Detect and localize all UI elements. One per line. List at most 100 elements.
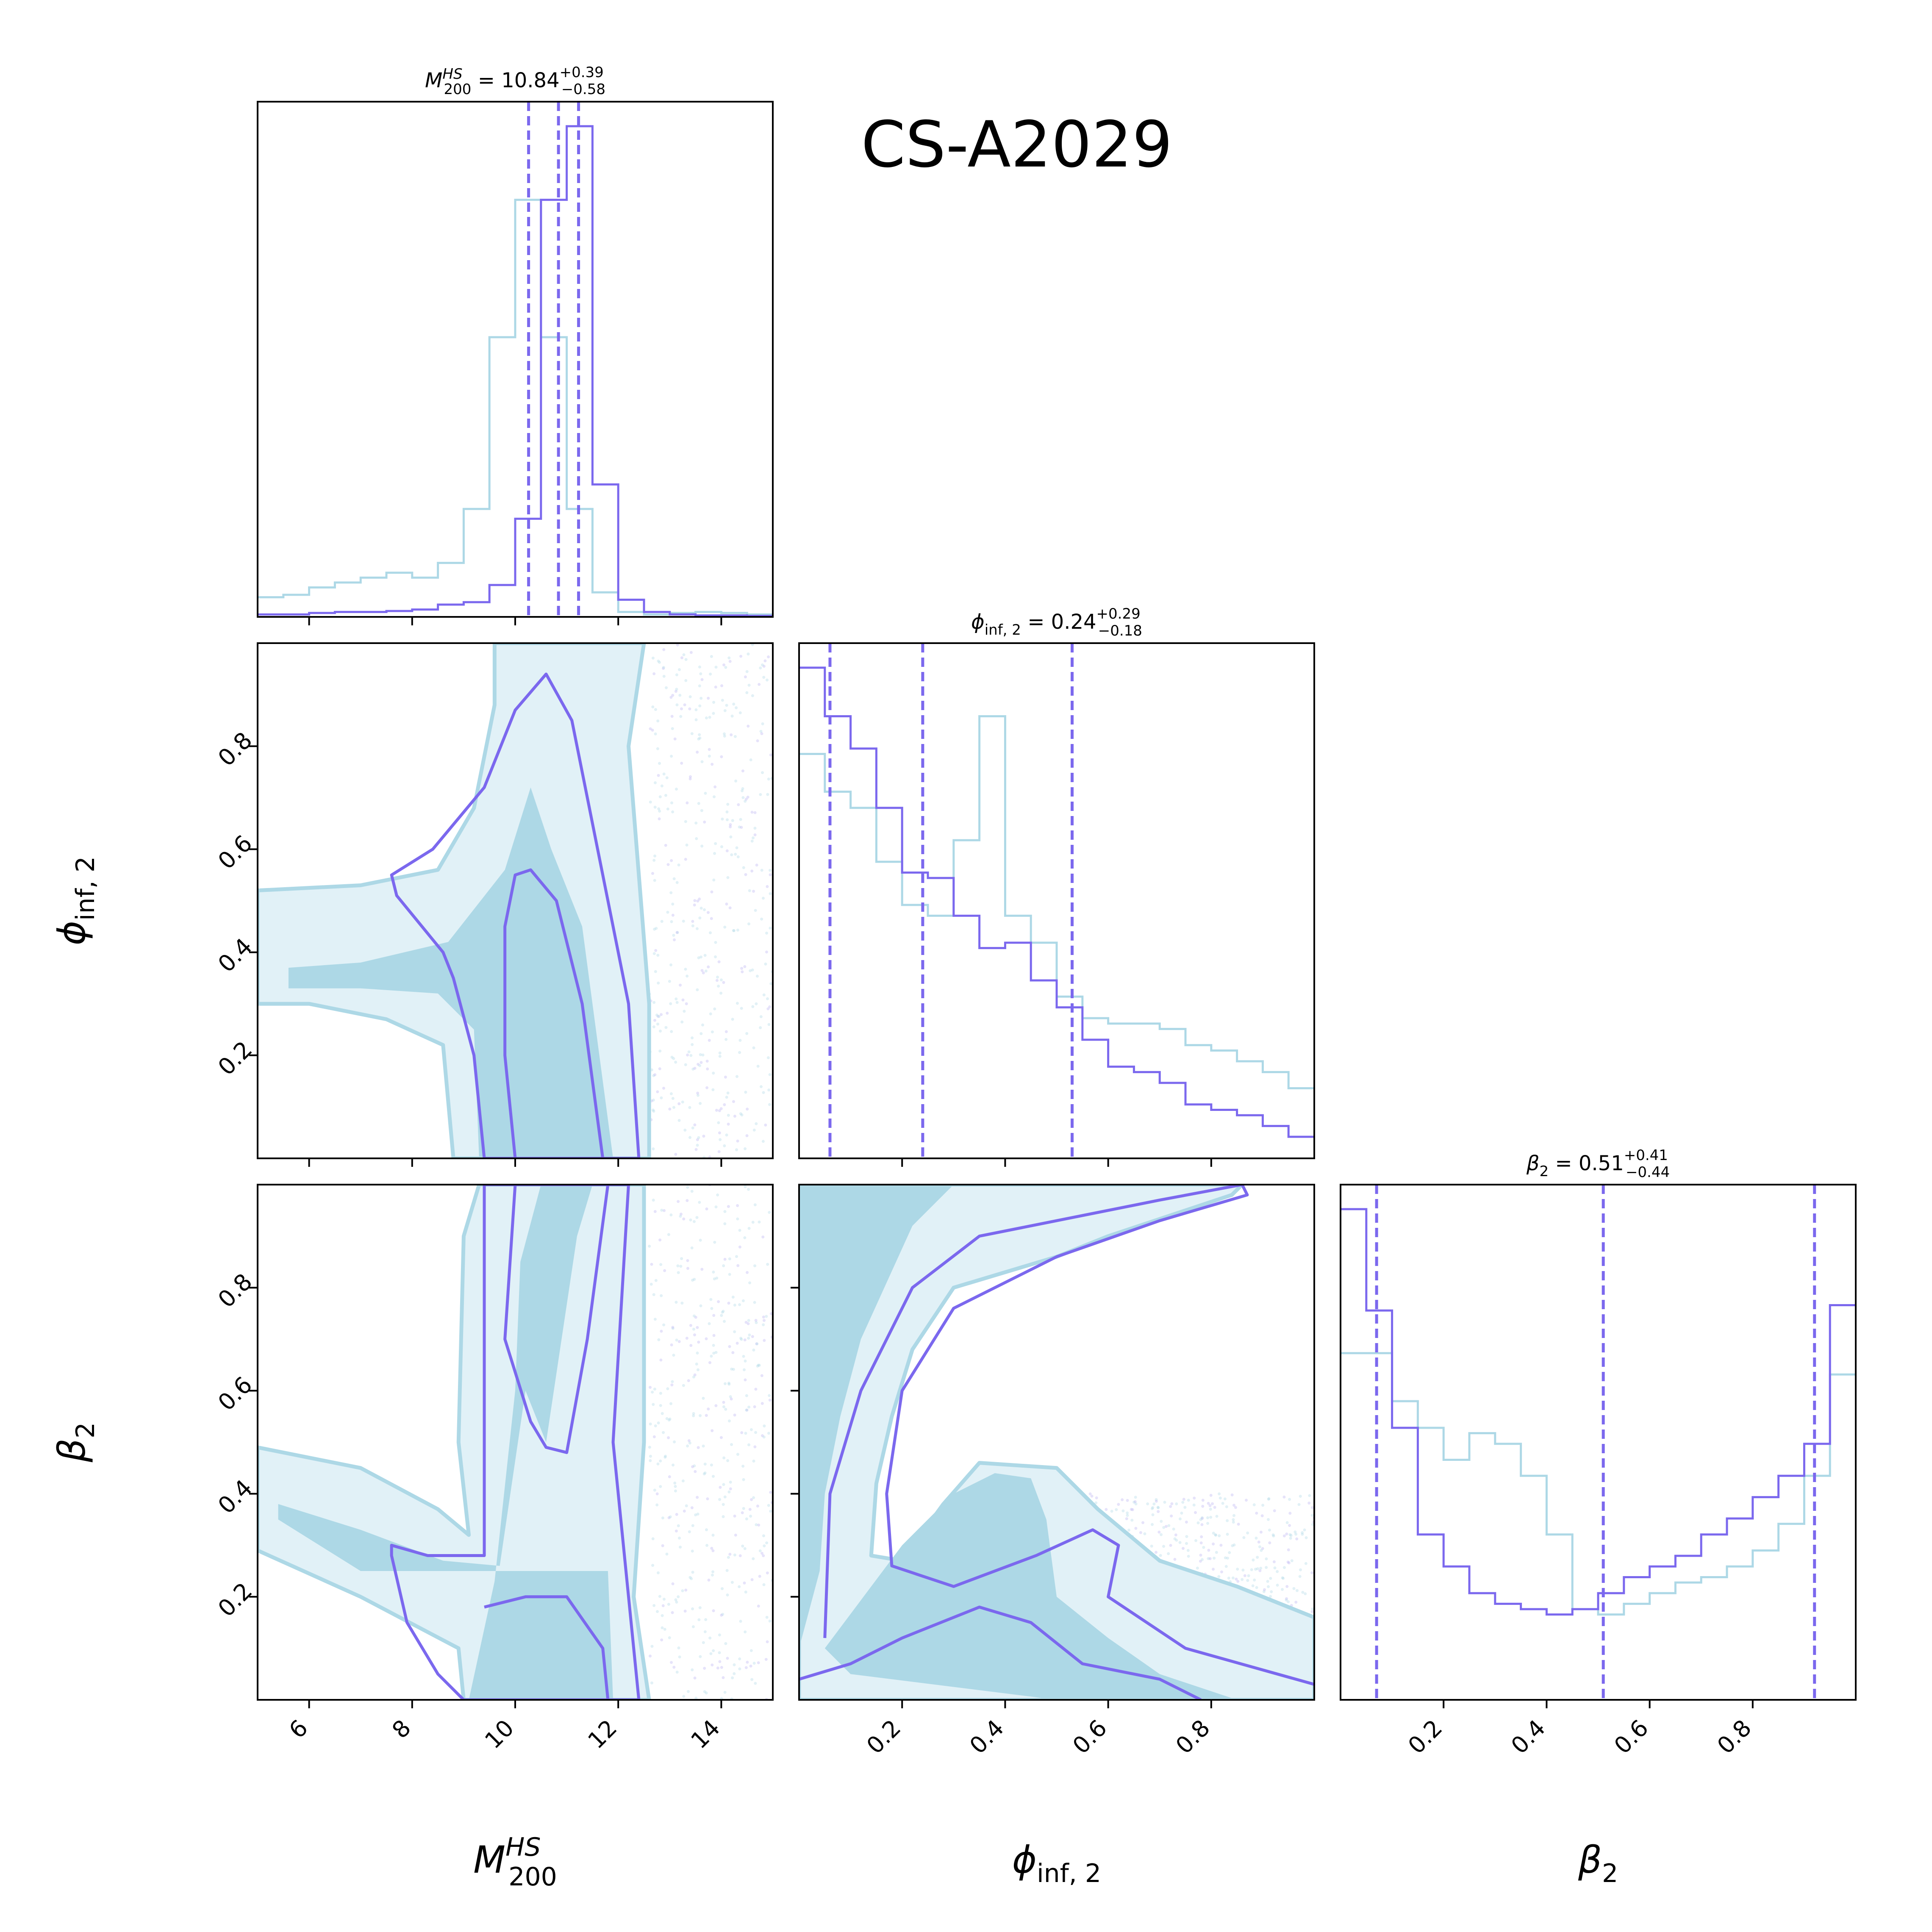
sample-point (755, 863, 758, 867)
sample-point (675, 1600, 678, 1604)
sample-point (698, 1064, 702, 1067)
sample-point (658, 809, 661, 813)
sample-point (696, 1326, 699, 1329)
sample-point (651, 872, 654, 875)
x-tick-label: 0.8 (1712, 1715, 1757, 1759)
sample-point (762, 1583, 766, 1586)
sample-point (728, 1257, 731, 1260)
sample-point (658, 817, 661, 821)
sample-point (659, 1485, 662, 1488)
sample-point (657, 659, 660, 663)
sample-point (1243, 1574, 1246, 1577)
sample-point (699, 1053, 702, 1056)
sample-point (692, 1375, 696, 1379)
sample-point (677, 1271, 680, 1274)
sample-point (722, 981, 725, 984)
sample-point (756, 1065, 760, 1068)
sample-point (1212, 1532, 1215, 1535)
y-tick-label: 0.2 (213, 1577, 257, 1622)
sample-point (1232, 1504, 1235, 1507)
sample-point (698, 916, 702, 920)
sample-point (1139, 1531, 1142, 1534)
sample-point (689, 651, 693, 654)
contour-purple-inner (503, 868, 605, 1158)
sample-point (729, 823, 732, 826)
x-axis-label-beta: β2 (1578, 1838, 1618, 1888)
sample-point (653, 1318, 657, 1321)
sample-point (747, 1188, 750, 1191)
sample-point (762, 1554, 765, 1557)
sample-point (725, 1096, 728, 1099)
x-tick-label: 10 (480, 1715, 519, 1754)
sample-point (1214, 1533, 1218, 1537)
sample-point (768, 1399, 772, 1402)
hist-step-purple (258, 125, 773, 617)
sample-point (662, 772, 666, 776)
sample-point (748, 1281, 752, 1285)
sample-point (712, 1334, 716, 1337)
sample-point (674, 690, 677, 693)
sample-point (700, 1061, 703, 1064)
sample-point (719, 1138, 722, 1141)
sample-point (726, 1459, 730, 1463)
sample-point (699, 1414, 702, 1417)
sample-point (719, 978, 723, 982)
sample-point (752, 1128, 756, 1132)
sample-point (736, 1204, 739, 1207)
sample-point (743, 965, 747, 968)
sample-point (671, 913, 675, 917)
sample-point (652, 1110, 655, 1113)
sample-point (736, 928, 739, 932)
sample-point (676, 1264, 680, 1268)
sample-point (705, 1086, 709, 1089)
sample-point (1150, 1507, 1154, 1510)
sample-point (753, 827, 757, 830)
sample-point (1218, 1534, 1221, 1538)
sample-point (741, 1465, 745, 1468)
sample-point (671, 902, 675, 906)
hist-title-beta: β2 = 0.51+0.41 −0.44 (1526, 1147, 1670, 1181)
sample-point (673, 1481, 677, 1485)
sample-point (767, 1504, 770, 1507)
sample-point (750, 839, 754, 843)
sample-point (688, 707, 691, 711)
sample-point (655, 927, 658, 930)
sample-point (696, 899, 700, 903)
sample-point (1260, 1549, 1263, 1552)
sample-point (1273, 1509, 1276, 1513)
sample-point (673, 1440, 676, 1443)
sample-point (760, 1374, 763, 1377)
sample-point (697, 1341, 700, 1344)
sample-point (713, 795, 716, 799)
sample-point (1152, 1502, 1156, 1506)
sample-point (695, 1362, 698, 1366)
sample-point (711, 1570, 715, 1574)
sample-point (1301, 1531, 1304, 1534)
sample-point (711, 1088, 715, 1091)
sample-point (743, 1338, 747, 1341)
sample-point (1131, 1508, 1134, 1511)
sample-point (1125, 1517, 1128, 1521)
sample-point (722, 1456, 726, 1460)
contour-blue-inner (278, 1185, 613, 1700)
contour-blue-inner-2 (824, 1473, 1237, 1700)
sample-point (649, 1385, 652, 1389)
sample-point (1273, 1566, 1277, 1570)
sample-point (677, 863, 680, 867)
sample-point (721, 817, 724, 821)
sample-point (1269, 1577, 1272, 1580)
sample-point (686, 1053, 689, 1057)
sample-point (745, 691, 749, 694)
sample-point (738, 1657, 741, 1660)
sample-point (691, 1043, 694, 1046)
sample-point (688, 777, 692, 780)
sample-point (719, 991, 723, 995)
sample-point (1218, 1492, 1221, 1496)
sample-point (1266, 1579, 1269, 1583)
sample-point (649, 727, 652, 730)
sample-point (710, 917, 713, 920)
sample-point (766, 885, 769, 888)
sample-point (1207, 1549, 1210, 1552)
sample-point (1133, 1501, 1136, 1504)
sample-point (677, 1595, 680, 1599)
